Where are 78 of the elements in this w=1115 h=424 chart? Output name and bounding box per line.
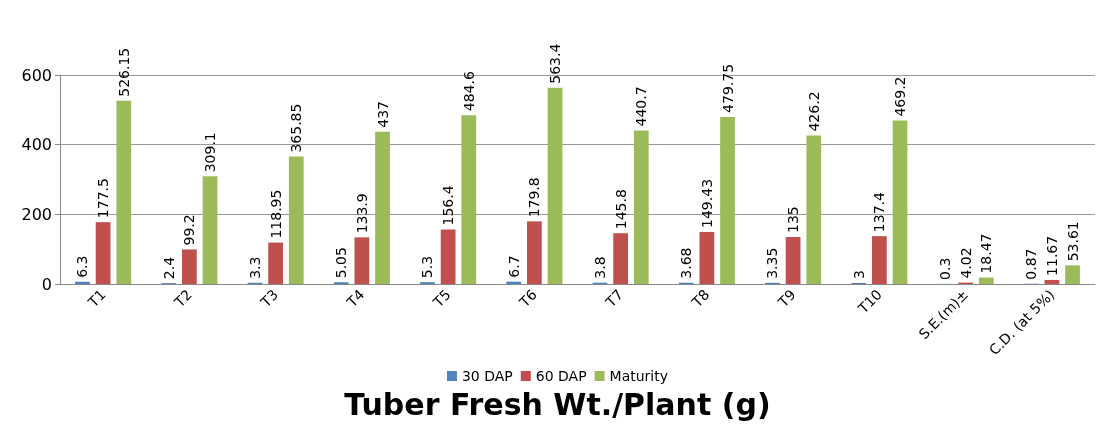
data-label: 149.43 [698, 178, 715, 228]
data-label: 18.47 [978, 233, 995, 274]
legend-label: 30 DAP [461, 368, 513, 384]
x-tick-label: T2 [170, 286, 196, 311]
x-tick-label: T3 [256, 286, 282, 311]
y-tick-label: 200 [21, 204, 52, 224]
data-label: 563.4 [547, 43, 564, 84]
data-label: 3 [850, 270, 867, 279]
bar [354, 237, 370, 284]
x-tick-label: T9 [774, 286, 799, 311]
data-label: 5.3 [419, 255, 436, 279]
x-tick-label: T1 [84, 286, 109, 311]
data-label: 118.95 [267, 189, 284, 239]
bar [1065, 265, 1080, 284]
bar [892, 120, 908, 284]
data-label: 99.2 [181, 214, 198, 246]
bar [288, 156, 304, 284]
data-label: 0.3 [936, 257, 953, 280]
data-label: 3.68 [678, 247, 695, 279]
data-label: 6.7 [505, 255, 522, 278]
bar [375, 131, 390, 284]
x-tick-label: T8 [688, 286, 713, 311]
bar [75, 281, 90, 284]
data-label: 177.5 [95, 178, 112, 219]
data-label: 484.6 [460, 71, 477, 112]
x-tick-label: T7 [601, 286, 627, 311]
data-label: 137.4 [871, 191, 888, 233]
legend-label: 60 DAP [535, 368, 587, 384]
x-tick-label: T5 [429, 286, 454, 311]
bar [182, 249, 197, 284]
data-label: 5.05 [333, 247, 350, 279]
data-label: 179.8 [526, 177, 543, 218]
legend-label: Maturity [609, 368, 669, 384]
bar [440, 229, 456, 284]
bar [547, 87, 563, 284]
y-tick-label: 400 [21, 135, 52, 155]
bar [785, 236, 801, 284]
data-label: 2.4 [160, 256, 177, 280]
bar [613, 233, 628, 284]
data-label: 0.87 [1023, 248, 1040, 280]
data-label: 3.35 [764, 247, 781, 279]
bar [1044, 279, 1060, 284]
bar [461, 115, 477, 284]
data-label: 6.3 [74, 255, 91, 278]
data-label: 156.4 [440, 185, 457, 226]
y-tick-label: 0 [41, 274, 52, 294]
data-label: 426.2 [805, 91, 822, 132]
data-label: 440.7 [633, 86, 650, 127]
data-label: 133.9 [353, 193, 370, 234]
x-tick-label: T6 [515, 286, 541, 311]
bar [806, 135, 822, 284]
data-label: 309.1 [202, 132, 219, 173]
data-label: 53.61 [1064, 221, 1081, 262]
data-label: 135 [785, 206, 802, 233]
data-label: 11.67 [1043, 235, 1060, 276]
x-tick-label: T10 [854, 286, 886, 317]
data-label: 365.85 [288, 103, 305, 153]
bar [95, 222, 111, 284]
text: Tuber Fresh Wt./Plant (g) [344, 386, 771, 422]
bar [699, 231, 715, 284]
bar [633, 130, 649, 284]
bar [527, 221, 542, 284]
data-label: 479.75 [719, 63, 736, 113]
bar [872, 236, 887, 284]
data-label: 4.02 [957, 247, 974, 279]
data-label: 145.8 [612, 189, 629, 230]
x-tick-label: T4 [343, 286, 368, 311]
data-label: 437 [374, 101, 391, 128]
bar [978, 277, 994, 284]
bar [268, 242, 283, 284]
bar [202, 176, 218, 284]
data-label: 469.2 [892, 76, 909, 117]
bar [116, 100, 132, 284]
bar [720, 116, 735, 284]
data-label: 3.8 [591, 256, 608, 279]
y-tick-label: 600 [21, 65, 52, 85]
data-label: 526.15 [115, 47, 132, 97]
data-label: 3.3 [246, 256, 263, 279]
